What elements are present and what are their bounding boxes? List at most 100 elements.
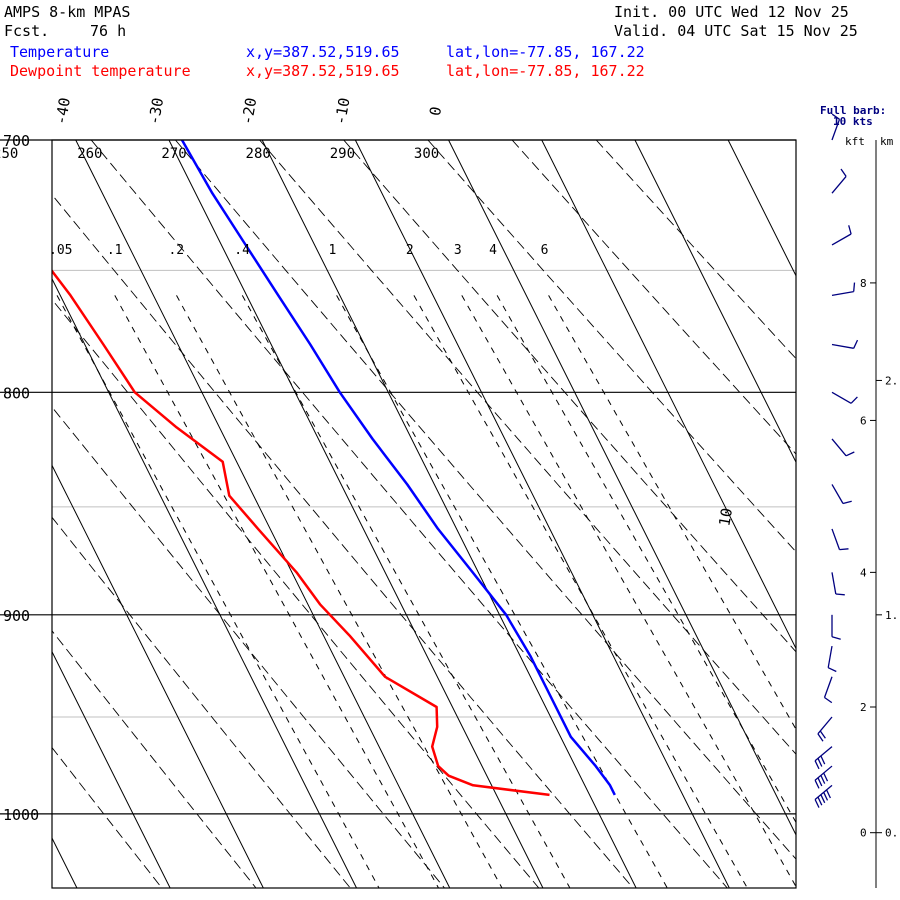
dry-adiabat-label: 260: [77, 146, 102, 162]
temperature-legend-label: Temperature: [10, 43, 110, 61]
dewpoint-legend-xy: x,y=387.52,519.65: [246, 62, 400, 80]
mixing-ratio-label: 3: [454, 243, 462, 258]
wind-barb-flag: [817, 796, 823, 806]
height-axis: kft km 0 2 4 6 8 0. 1. 2.: [845, 135, 898, 888]
kft-tick-label: 8: [860, 277, 867, 290]
isotherm-line: [168, 140, 544, 888]
kft-label: kft: [845, 135, 865, 148]
km-tick-label: 1.: [885, 609, 898, 622]
axis-labels: 7008009001000-70-60-50-40-30-20-10010220…: [0, 96, 736, 824]
dry-adiabat-line: [595, 140, 796, 360]
valid-time: Valid. 04 UTC Sat 15 Nov 25: [614, 22, 858, 40]
init-time: Init. 00 UTC Wed 12 Nov 25: [614, 3, 849, 21]
wind-barb-flag: [820, 775, 826, 784]
wind-barb-flag: [853, 339, 859, 349]
wind-barb-staff: [831, 438, 847, 457]
dry-adiabat-label: 300: [414, 146, 439, 162]
isotherm-line: [541, 140, 796, 650]
dry-adiabat-label: 270: [161, 146, 186, 162]
km-label: km: [880, 135, 894, 148]
wind-barb-staff: [831, 343, 854, 349]
dry-adiabat-line: [343, 140, 796, 653]
isotherm-label: 0: [426, 105, 445, 117]
isotherm-label: -40: [52, 96, 74, 126]
isotherm-line: [52, 650, 171, 888]
temperature-legend-xy: x,y=387.52,519.65: [246, 43, 400, 61]
dry-adiabat-label: 290: [330, 146, 355, 162]
wind-barb-staff: [831, 528, 841, 550]
wind-barb-staff: [831, 290, 854, 297]
isotherm-lines: [52, 140, 796, 888]
wind-barb-flag: [819, 730, 826, 739]
wind-barb-flag: [826, 789, 831, 799]
mixing-ratio-line: [413, 295, 748, 888]
kft-tick-label: 6: [860, 414, 867, 427]
dry-adiabat-line: [427, 140, 796, 553]
wind-barb-flag: [835, 593, 845, 596]
wind-barb-flag: [831, 113, 840, 120]
pressure-label: 900: [3, 607, 30, 625]
isotherm-label: -30: [145, 96, 167, 126]
kft-tick-label: 4: [860, 566, 867, 579]
km-tick-label: 0.: [885, 827, 898, 840]
mixing-ratio-label: 4: [489, 243, 497, 258]
dewpoint-profile: [52, 268, 550, 797]
kft-tick-label: 0: [860, 827, 867, 840]
wind-barb-flag: [820, 755, 826, 765]
wind-barb-flag: [817, 777, 823, 787]
pressure-label: 1000: [3, 806, 39, 824]
mixing-ratio-label: .05: [49, 243, 72, 258]
dry-adiabat-line: [259, 140, 796, 755]
forecast-hour: 76 h: [90, 22, 127, 40]
wind-barb-flag: [817, 733, 824, 742]
wind-barb-flag: [814, 799, 820, 808]
sounding-series: [52, 140, 616, 797]
pressure-label: 800: [3, 384, 30, 402]
full-barb-value: 10 kts: [833, 115, 873, 128]
wind-barb-flag: [831, 636, 841, 640]
plot-frame: [51, 139, 797, 889]
wind-barb-flag: [823, 792, 829, 801]
wind-barb-flag: [817, 758, 823, 767]
mixing-ratio-line: [496, 295, 796, 824]
dry-adiabat-label: 280: [246, 146, 271, 162]
wind-barb-flag: [840, 168, 847, 177]
wind-barb-flag: [814, 779, 820, 789]
dewpoint-legend-latlon: lat,lon=-77.85, 167.22: [446, 62, 645, 80]
wind-barb-staff: [831, 233, 852, 246]
isotherm-line: [448, 140, 796, 837]
km-tick-label: 2.: [885, 374, 898, 387]
mixing-ratio-line: [56, 295, 380, 888]
full-barb-label: Full barb:: [820, 104, 886, 117]
dewpoint-legend-label: Dewpoint temperature: [10, 62, 191, 80]
wind-barb-staff: [831, 175, 847, 194]
forecast-label: Fcst.: [4, 22, 50, 40]
wind-barb-flag: [823, 772, 829, 782]
mixing-ratio-label: 6: [541, 243, 549, 258]
isotherm-line: [75, 140, 451, 888]
wind-barb-flag: [845, 451, 855, 457]
dry-adiabat-line: [175, 140, 796, 860]
isotherm-line: [261, 140, 637, 888]
wind-barb-flag: [842, 500, 852, 505]
isotherm-line: [634, 140, 796, 464]
isotherm-label: 10: [715, 507, 736, 528]
isotherm-label: -20: [238, 96, 260, 126]
wind-barb-flag: [850, 396, 858, 404]
wind-barb-staff: [823, 676, 833, 698]
wind-barb-flag: [853, 282, 856, 292]
isotherm-line: [354, 140, 730, 888]
mixing-ratio-label: .1: [107, 243, 123, 258]
isotherm-line: [52, 464, 264, 888]
wind-barb-flag: [814, 760, 820, 770]
dry-adiabat-line: [52, 194, 634, 888]
dry-adiabat-line: [52, 298, 540, 888]
mixing-ratio-line: [461, 295, 796, 888]
isotherm-line: [727, 140, 796, 277]
dry-adiabat-label: 250: [0, 146, 18, 162]
isotherm-label: -10: [331, 96, 353, 126]
mixing-ratio-line: [114, 295, 439, 888]
wind-barb-staff: [831, 119, 841, 141]
isobar-lines: [0, 139, 796, 815]
